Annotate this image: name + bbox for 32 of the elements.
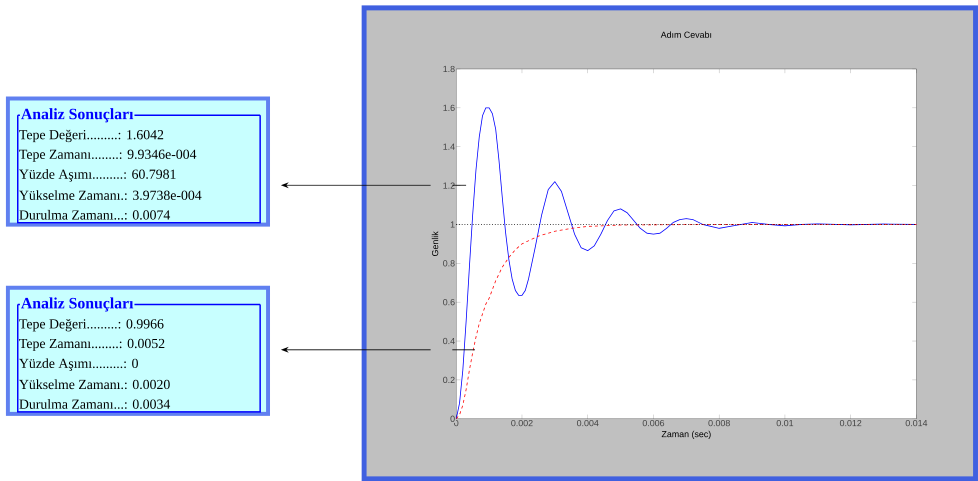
x-tick-label: 0.002	[511, 420, 533, 426]
x-axis-title: Zaman (sec)	[662, 430, 711, 439]
chart-title: Adım Cevabı	[660, 31, 712, 38]
x-tick-label: 0.004	[576, 420, 599, 426]
text: Yüzde Aşımı.........: 0	[19, 358, 138, 371]
y-tick-label: 0.6	[443, 298, 455, 306]
text: Tepe Değeri.........: 1.6042	[19, 130, 164, 142]
y-tick-label: 1.4	[443, 143, 455, 150]
y-tick-label: 0.8	[443, 260, 455, 266]
y-tick-label: 1.6	[443, 104, 455, 111]
y-tick-label: 1	[450, 221, 455, 228]
x-tick-label: 0.008	[708, 420, 730, 426]
x-tick-label: 0.012	[840, 420, 862, 426]
text: Analiz Sonuçları	[21, 297, 134, 312]
y-tick-label: 0.2	[443, 376, 455, 383]
text: Yüzde Aşımı.........: 60.7981	[19, 168, 176, 182]
x-tick-label: 0.01	[776, 420, 794, 426]
text: Yükselme Zamanı.: 3.9738e-004	[19, 190, 202, 200]
y-tick-label: 1.2	[443, 182, 455, 188]
x-tick-label: 0.006	[642, 420, 664, 426]
x-tick-label: 0.014	[906, 420, 928, 426]
text: Analiz Sonuçları	[21, 108, 134, 122]
text: Yükselme Zamanı.: 0.0020	[19, 379, 170, 389]
text: Tepe Zamanı........: 9.9346e-004	[19, 149, 196, 162]
y-tick-label: 1.8	[443, 66, 455, 72]
text: Tepe Değeri.........: 0.9966	[19, 318, 164, 332]
text: Durulma Zamanı...: 0.0034	[19, 398, 170, 409]
y-axis-title: Genlik	[432, 231, 438, 256]
text: Tepe Zamanı........: 0.0052	[19, 338, 164, 351]
text: Durulma Zamanı...: 0.0074	[19, 210, 170, 220]
y-tick-label: 0.4	[443, 338, 455, 344]
y-tick-label: 0	[450, 415, 455, 422]
